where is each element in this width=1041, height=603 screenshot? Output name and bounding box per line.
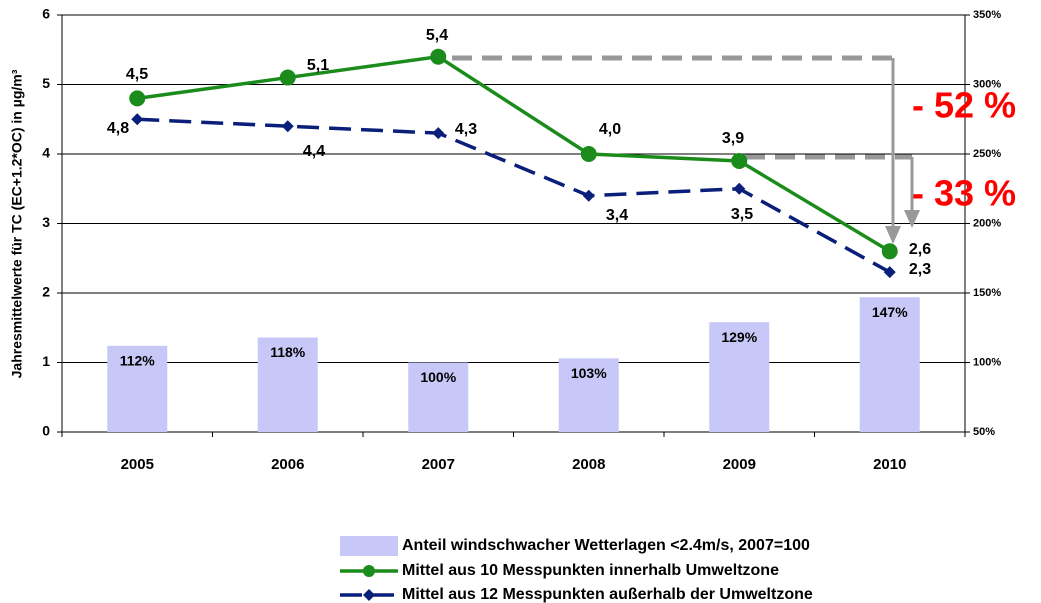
point xyxy=(281,120,294,133)
point xyxy=(432,127,445,140)
legend-marker xyxy=(363,565,375,577)
reference-lines xyxy=(452,55,914,228)
y2-tick-label: 350% xyxy=(973,9,1001,21)
y2-tick-label: 300% xyxy=(973,78,1001,90)
plot-background xyxy=(57,14,970,437)
line-series xyxy=(131,113,896,279)
x-tick-label: 2007 xyxy=(422,456,455,473)
legend-marker xyxy=(363,589,375,601)
point xyxy=(279,69,296,86)
data-label: 3,4 xyxy=(606,207,628,224)
data-label: 4,0 xyxy=(599,121,621,138)
line xyxy=(137,54,891,253)
bar-label: 103% xyxy=(571,365,607,381)
x-tick-label: 2009 xyxy=(723,456,756,473)
data-label: 3,9 xyxy=(722,130,744,147)
data-label: 5,1 xyxy=(307,57,329,74)
data-label: 4,3 xyxy=(455,121,477,138)
y2-tick-label: 200% xyxy=(973,217,1001,229)
arrow-head xyxy=(885,226,901,244)
point xyxy=(731,152,748,169)
data-label: 4,5 xyxy=(126,66,148,83)
point xyxy=(131,113,144,126)
data-label: 2,6 xyxy=(909,241,931,258)
y2-tick-label: 50% xyxy=(973,426,995,438)
bar-label: 129% xyxy=(721,329,757,345)
legend-label: Mittel aus 12 Messpunkten außerhalb der … xyxy=(402,586,813,603)
x-tick-label: 2008 xyxy=(572,456,605,473)
point xyxy=(733,182,746,195)
bar xyxy=(859,297,920,432)
point xyxy=(580,146,597,162)
bar xyxy=(107,345,168,432)
y-tick-label: 4 xyxy=(42,145,50,161)
y-tick-label: 3 xyxy=(42,214,50,230)
point xyxy=(883,266,896,279)
legend-label: Mittel aus 10 Messpunkten innerhalb Umwe… xyxy=(402,562,779,579)
point xyxy=(582,189,595,202)
data-label: 5,4 xyxy=(426,27,448,44)
bar-label: 147% xyxy=(872,304,908,320)
y2-tick-label: 250% xyxy=(973,148,1001,160)
point xyxy=(881,243,898,260)
line xyxy=(137,117,891,274)
bar xyxy=(709,322,770,432)
legend-label: Anteil windschwacher Wetterlagen <2.4m/s… xyxy=(402,537,810,554)
y-tick-label: 5 xyxy=(42,75,50,91)
y2-tick-label: 100% xyxy=(973,356,1001,368)
legend-swatch xyxy=(340,536,398,556)
annotation: - 33 % xyxy=(912,173,1016,214)
point xyxy=(430,48,447,65)
y-tick-label: 1 xyxy=(42,353,50,369)
x-tick-label: 2010 xyxy=(873,456,906,473)
y-axis-title: Jahresmittelwerte für TC (EC+1.2*OC) in … xyxy=(9,69,25,378)
line-series xyxy=(129,48,898,260)
point xyxy=(129,90,146,107)
bar xyxy=(408,362,469,432)
bar xyxy=(558,358,619,432)
y2-tick-label: 150% xyxy=(973,287,1001,299)
data-label: 3,5 xyxy=(731,206,753,223)
y-tick-label: 2 xyxy=(42,284,50,300)
data-label: 4,4 xyxy=(303,143,325,160)
y-tick-label: 6 xyxy=(42,6,50,22)
bar xyxy=(257,337,318,432)
bar-label: 100% xyxy=(420,369,456,385)
legend: Anteil windschwacher Wetterlagen <2.4m/s… xyxy=(340,536,813,603)
arrow-head xyxy=(904,210,920,228)
x-tick-label: 2005 xyxy=(121,456,154,473)
data-label: 2,3 xyxy=(909,261,931,278)
annotation: - 52 % xyxy=(912,85,1016,126)
y-tick-label: 0 xyxy=(42,423,50,439)
data-label: 4,8 xyxy=(107,120,129,137)
x-tick-label: 2006 xyxy=(271,456,304,473)
bar-label: 118% xyxy=(270,344,306,360)
bar-label: 112% xyxy=(120,353,156,369)
